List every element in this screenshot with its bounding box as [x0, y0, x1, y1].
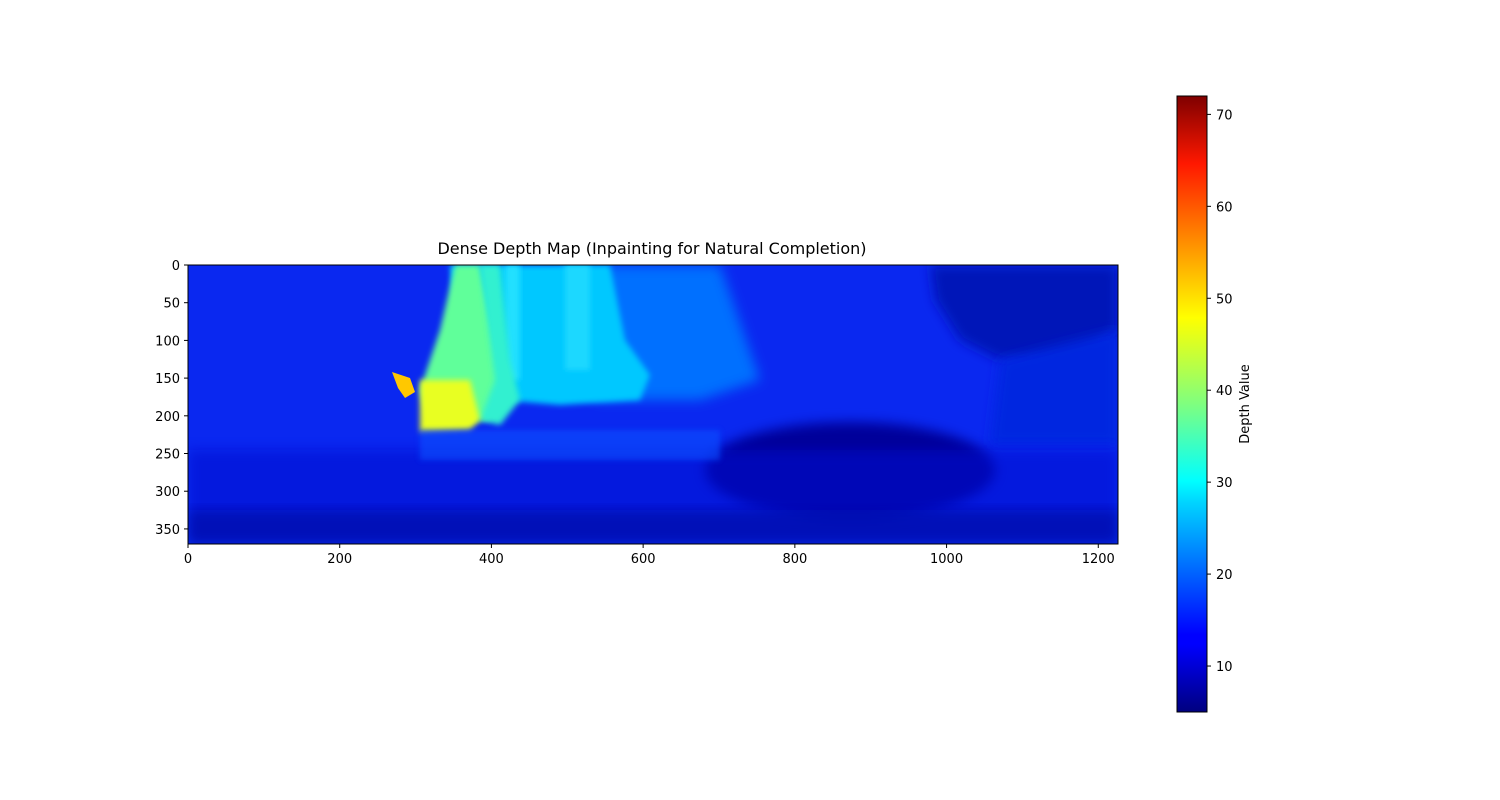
y-tick-label: 150 [155, 372, 180, 387]
region-orange-left [392, 372, 415, 398]
colorbar-tick-label: 70 [1216, 108, 1233, 123]
y-tick-label: 50 [163, 297, 180, 312]
y-tick-label: 300 [155, 485, 180, 500]
depth-heatmap [188, 265, 1118, 544]
x-tick-label: 800 [782, 552, 807, 567]
region-yellow-near [420, 380, 480, 432]
x-tick-label: 1000 [930, 552, 963, 567]
x-tick-label: 600 [631, 552, 656, 567]
x-tick-label: 400 [479, 552, 504, 567]
region-teal-pillar [480, 265, 520, 425]
plot-frame [187, 264, 1119, 545]
colorbar-axis: 10 20 30 40 50 60 70 [1207, 108, 1233, 675]
region-road-bottom [188, 510, 1118, 544]
region-right-mid [990, 330, 1118, 445]
colorbar-tick-label: 30 [1216, 476, 1233, 491]
y-tick-label: 350 [155, 523, 180, 538]
colorbar-tick-label: 10 [1216, 660, 1233, 675]
y-tick-label: 200 [155, 410, 180, 425]
colorbar [1176, 95, 1208, 713]
y-tick-label: 250 [155, 448, 180, 463]
chart-title: Dense Depth Map (Inpainting for Natural … [437, 239, 866, 258]
x-tick-label: 200 [327, 552, 352, 567]
region-cyan-stripes-2 [565, 265, 590, 370]
colorbar-tick-label: 50 [1216, 292, 1233, 307]
region-horizon-band [420, 430, 720, 460]
colorbar-tick-label: 60 [1216, 200, 1233, 215]
x-axis: 0 200 400 600 800 1000 1200 [184, 544, 1115, 567]
colorbar-tick-label: 20 [1216, 568, 1233, 583]
x-tick-label: 1200 [1082, 552, 1115, 567]
y-axis: 0 50 100 150 200 250 300 350 [155, 259, 188, 538]
y-tick-label: 100 [155, 334, 180, 349]
x-tick-label: 0 [184, 552, 192, 567]
colorbar-label: Depth Value [1238, 364, 1253, 443]
y-tick-label: 0 [172, 259, 180, 274]
colorbar-tick-label: 40 [1216, 384, 1233, 399]
region-right-dark [930, 265, 1118, 360]
